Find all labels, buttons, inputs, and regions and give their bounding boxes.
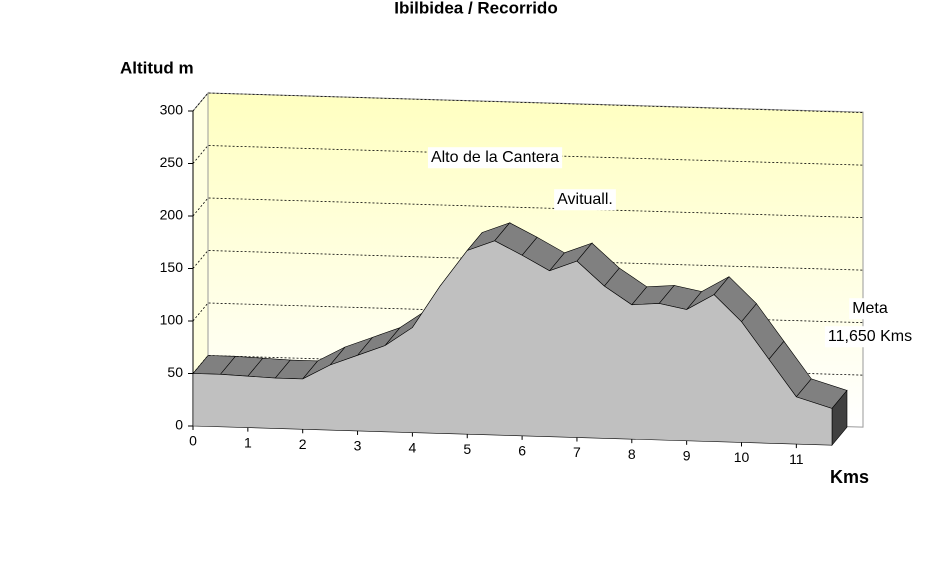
y-tick-label: 300	[160, 102, 184, 118]
x-tick-label: 2	[299, 436, 307, 452]
x-tick-label: 9	[683, 448, 691, 464]
x-tick-label: 1	[244, 434, 252, 450]
y-tick-label: 200	[160, 207, 184, 223]
y-tick-label: 100	[160, 312, 184, 328]
y-axis-label: Altitud m	[120, 58, 194, 77]
annotation-box	[427, 147, 563, 169]
x-tick-label: 3	[354, 438, 362, 454]
area	[192, 240, 833, 446]
grid-line	[192, 145, 864, 166]
y-tick-label: 0	[175, 417, 183, 433]
y-tick-label: 250	[160, 154, 184, 170]
x-tick-label: 4	[409, 439, 417, 455]
chart-title: Ibilbidea / Recorrido	[394, 0, 557, 17]
annotation: Alto de la Cantera	[431, 149, 559, 166]
grid-line	[192, 197, 864, 219]
x-tick-label: 7	[573, 444, 581, 460]
y-tick-label: 150	[160, 259, 184, 275]
annotation: Meta	[852, 300, 888, 317]
x-tick-label: 8	[628, 446, 636, 462]
x-tick-label: 0	[189, 433, 197, 449]
grid-line	[192, 92, 864, 114]
x-tick-label: 11	[789, 451, 804, 467]
x-axis-label: Kms	[830, 467, 869, 487]
annotation: 11,650 Kms	[828, 328, 912, 345]
y-tick-label: 50	[167, 364, 183, 380]
grid-line	[192, 250, 864, 271]
x-tick-label: 6	[518, 443, 526, 459]
annotation-box	[824, 326, 916, 348]
x-tick-label: 10	[734, 449, 750, 465]
annotation-box	[554, 189, 616, 211]
x-tick-label: 5	[463, 441, 471, 457]
annotation: Avituall.	[557, 191, 613, 208]
annotation-box	[849, 298, 891, 320]
